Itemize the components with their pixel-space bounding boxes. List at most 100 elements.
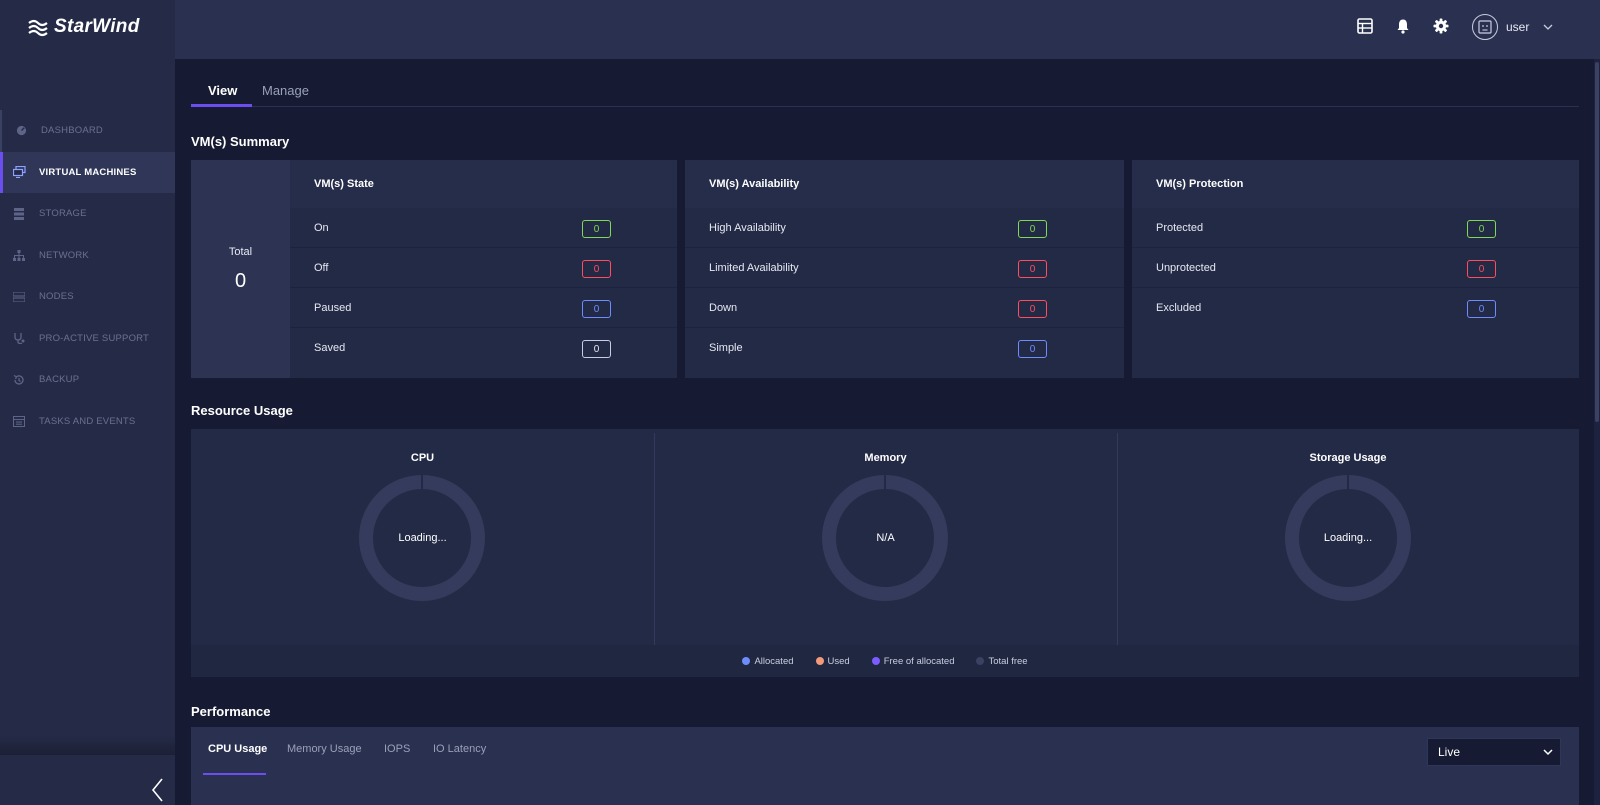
status-badge[interactable]: 0 bbox=[1467, 300, 1496, 318]
list-icon[interactable] bbox=[1357, 18, 1375, 36]
donut-marker bbox=[1347, 475, 1349, 489]
row-label: On bbox=[314, 221, 329, 234]
chart-status: Loading... bbox=[1323, 532, 1373, 544]
status-badge[interactable]: 0 bbox=[1018, 260, 1047, 278]
sidebar-item-label: DASHBOARD bbox=[41, 125, 103, 137]
bell-icon[interactable] bbox=[1395, 18, 1413, 36]
panel-title: VM(s) Availability bbox=[685, 160, 1124, 208]
status-badge[interactable]: 0 bbox=[1018, 220, 1047, 238]
row-label: Excluded bbox=[1156, 302, 1202, 314]
legend-label: Allocated bbox=[754, 655, 794, 667]
legend-dot bbox=[871, 657, 880, 665]
availability-row-simple: Simple 0 bbox=[685, 328, 1124, 368]
total-card: Total 0 bbox=[191, 160, 290, 378]
state-row-saved: Saved 0 bbox=[290, 328, 677, 368]
performance-title: Performance bbox=[191, 704, 271, 719]
collapse-sidebar-button[interactable] bbox=[148, 777, 168, 803]
divider bbox=[1117, 433, 1118, 645]
tab-io-latency[interactable]: IO Latency bbox=[433, 743, 487, 755]
chart-legend: Allocated Used Free of allocated Total f… bbox=[191, 645, 1579, 677]
time-range-select[interactable]: Live bbox=[1427, 738, 1561, 766]
active-tab-indicator bbox=[203, 773, 266, 775]
sidebar-nav: DASHBOARD VIRTUAL MACHINES STORAGE NETWO… bbox=[0, 110, 175, 442]
sidebar-item-label: NETWORK bbox=[39, 249, 89, 261]
gear-icon[interactable] bbox=[1433, 18, 1451, 36]
status-badge[interactable]: 0 bbox=[1018, 300, 1047, 318]
select-value: Live bbox=[1438, 745, 1461, 759]
legend-label: Total free bbox=[988, 655, 1028, 667]
brand-name: StarWind bbox=[54, 16, 140, 37]
state-row-off: Off 0 bbox=[290, 248, 677, 288]
row-label: Protected bbox=[1156, 221, 1204, 234]
chart-status: N/A bbox=[876, 532, 895, 544]
sidebar-item-tasks-and-events[interactable]: TASKS AND EVENTS bbox=[0, 401, 175, 443]
row-label: Paused bbox=[314, 301, 352, 314]
sidebar-item-backup[interactable]: BACKUP bbox=[0, 359, 175, 401]
user-menu[interactable]: user bbox=[1472, 14, 1553, 40]
status-badge[interactable]: 0 bbox=[1018, 340, 1047, 358]
legend-dot bbox=[976, 657, 985, 665]
row-label: Off bbox=[314, 261, 329, 274]
chart-title: Memory bbox=[864, 452, 907, 464]
tab-memory-usage[interactable]: Memory Usage bbox=[287, 743, 362, 755]
protection-row-unprotected: Unprotected 0 bbox=[1132, 248, 1579, 288]
chart-title: Storage Usage bbox=[1309, 452, 1387, 464]
active-tab-indicator bbox=[191, 104, 252, 107]
sidebar-item-label: PRO-ACTIVE SUPPORT bbox=[39, 332, 150, 344]
sidebar-item-label: STORAGE bbox=[39, 208, 87, 220]
scrollbar-thumb[interactable] bbox=[1595, 62, 1599, 422]
row-label: Unprotected bbox=[1156, 261, 1216, 274]
status-badge[interactable]: 0 bbox=[1467, 220, 1496, 238]
chevron-down-icon bbox=[1543, 24, 1553, 30]
total-value: 0 bbox=[234, 270, 247, 292]
tab-cpu-usage[interactable]: CPU Usage bbox=[208, 743, 268, 755]
page-scrollbar[interactable] bbox=[1594, 59, 1600, 805]
row-label: Simple bbox=[709, 342, 743, 354]
state-row-on: On 0 bbox=[290, 208, 677, 248]
status-badge[interactable]: 0 bbox=[582, 260, 611, 278]
support-icon bbox=[12, 331, 26, 345]
row-label: Saved bbox=[314, 342, 346, 354]
sidebar-item-nodes[interactable]: NODES bbox=[0, 276, 175, 318]
tab-view[interactable]: View bbox=[208, 83, 238, 98]
protection-row-excluded: Excluded 0 bbox=[1132, 288, 1579, 328]
starwind-logo[interactable]: StarWind bbox=[28, 16, 140, 38]
legend-label: Free of allocated bbox=[883, 655, 955, 667]
availability-row-limited: Limited Availability 0 bbox=[685, 248, 1124, 288]
tasks-icon bbox=[12, 414, 26, 428]
sidebar-item-virtual-machines[interactable]: VIRTUAL MACHINES bbox=[0, 151, 175, 193]
sidebar-item-pro-active-support[interactable]: PRO-ACTIVE SUPPORT bbox=[0, 318, 175, 360]
panel-title: VM(s) Protection bbox=[1132, 160, 1579, 208]
user-name: user bbox=[1506, 20, 1530, 34]
sidebar-item-network[interactable]: NETWORK bbox=[0, 235, 175, 277]
avatar bbox=[1472, 14, 1498, 40]
nodes-icon bbox=[12, 290, 26, 304]
top-bar: user bbox=[175, 0, 1600, 59]
legend-allocated: Allocated bbox=[742, 655, 794, 667]
sidebar-item-storage[interactable]: STORAGE bbox=[0, 193, 175, 235]
protection-row-protected: Protected 0 bbox=[1132, 208, 1579, 248]
tab-iops[interactable]: IOPS bbox=[384, 743, 411, 755]
status-badge[interactable]: 0 bbox=[582, 220, 611, 238]
vm-summary-title: VM(s) Summary bbox=[191, 134, 290, 149]
chart-title: CPU bbox=[410, 452, 435, 464]
dashboard-icon bbox=[14, 124, 28, 138]
vm-state-panel: VM(s) State On 0 Off 0 Paused 0 Saved 0 bbox=[290, 160, 677, 378]
vm-protection-panel: VM(s) Protection Protected 0 Unprotected… bbox=[1132, 160, 1579, 378]
backup-icon bbox=[12, 373, 26, 387]
user-avatar-icon bbox=[1478, 20, 1492, 34]
tab-manage[interactable]: Manage bbox=[262, 83, 309, 98]
panel-title: VM(s) State bbox=[290, 160, 677, 208]
sidebar: StarWind DASHBOARD VIRTUAL MACHINES STOR… bbox=[0, 0, 175, 805]
storage-usage-chart: Storage Usage Loading... bbox=[1117, 429, 1579, 645]
chart-status: Loading... bbox=[398, 532, 447, 544]
status-badge[interactable]: 0 bbox=[582, 300, 611, 318]
sidebar-item-label: VIRTUAL MACHINES bbox=[39, 166, 137, 178]
sidebar-item-dashboard[interactable]: DASHBOARD bbox=[0, 110, 175, 152]
status-badge[interactable]: 0 bbox=[582, 340, 611, 358]
status-badge[interactable]: 0 bbox=[1467, 260, 1496, 278]
sidebar-footer-shadow bbox=[0, 735, 175, 755]
performance-panel: CPU Usage Memory Usage IOPS IO Latency L… bbox=[191, 727, 1579, 805]
chevron-left-icon bbox=[151, 778, 163, 802]
network-icon bbox=[12, 248, 26, 262]
